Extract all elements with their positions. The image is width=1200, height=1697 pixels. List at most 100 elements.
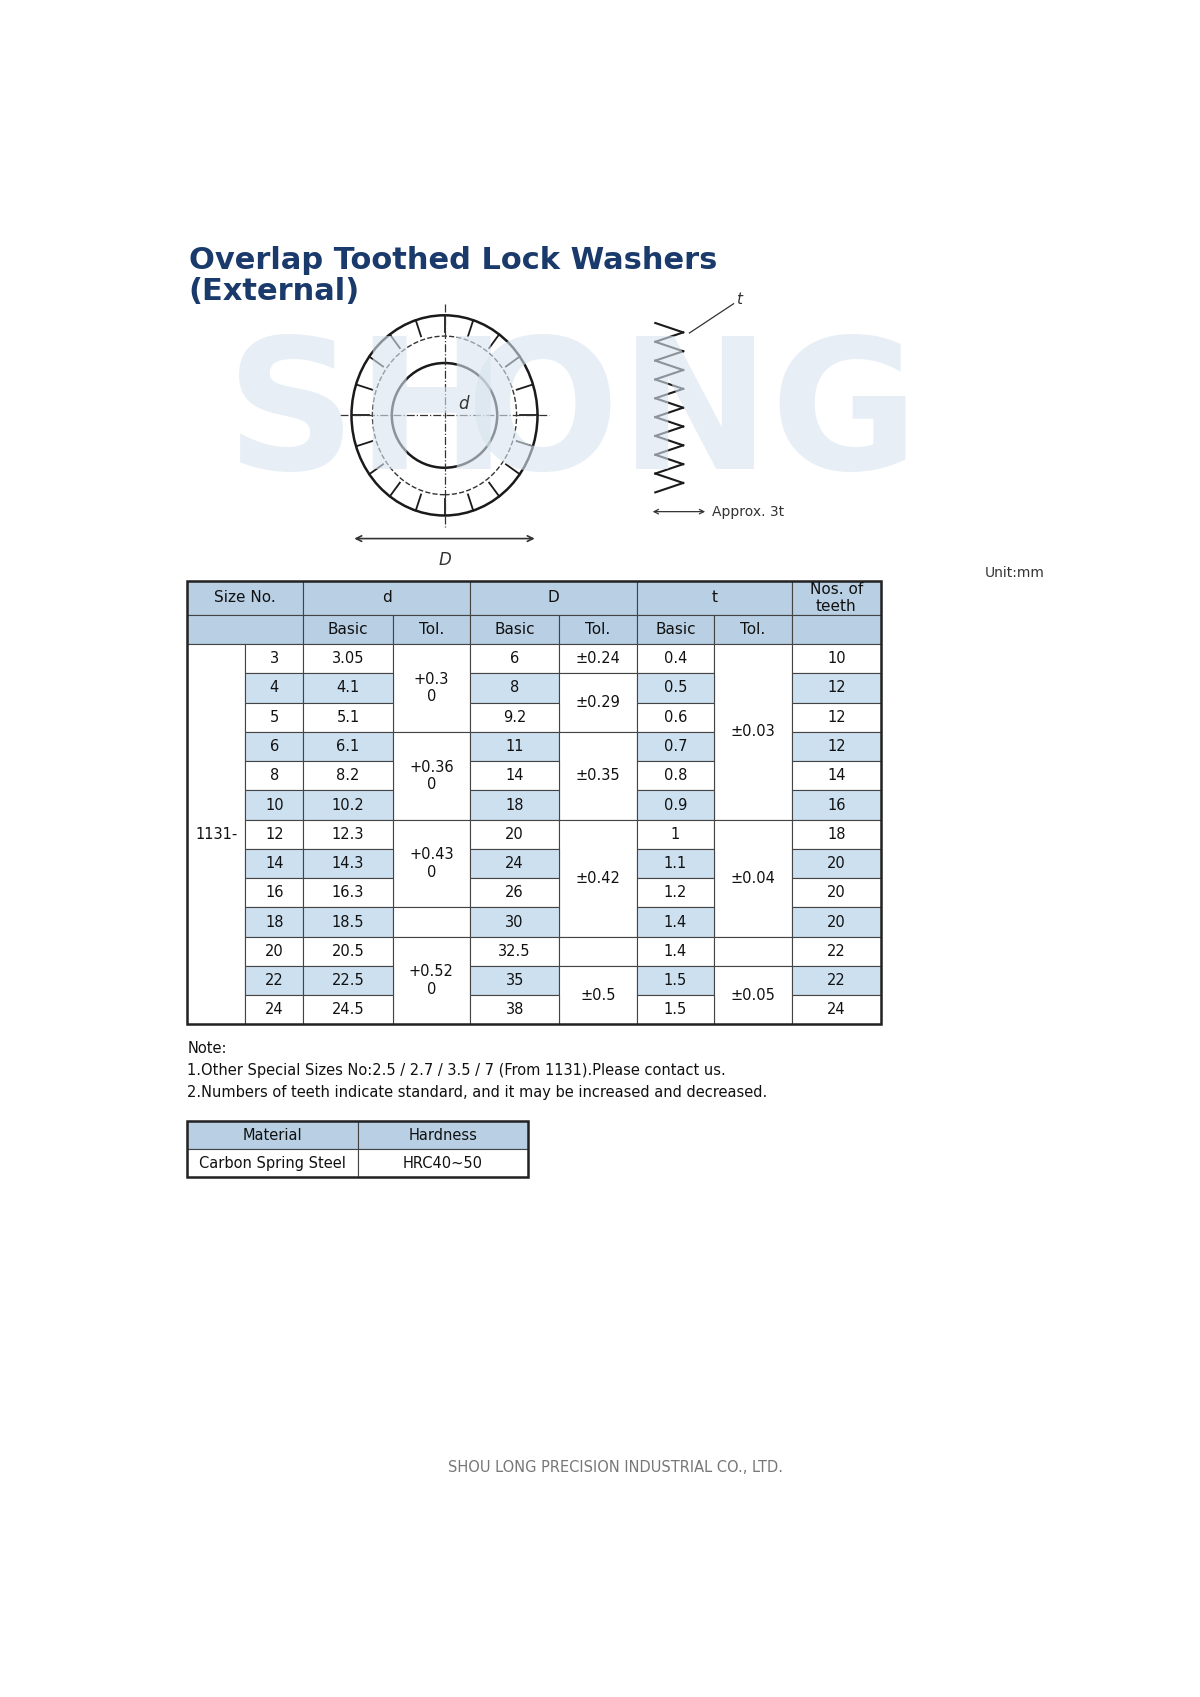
Text: 1131-: 1131- — [196, 826, 238, 842]
Bar — [470, 791, 559, 820]
Bar — [187, 645, 245, 1025]
Text: Tol.: Tol. — [586, 621, 611, 636]
Text: 18: 18 — [827, 826, 846, 842]
Text: 12: 12 — [827, 680, 846, 696]
Text: 2.Numbers of teeth indicate standard, and it may be increased and decreased.: 2.Numbers of teeth indicate standard, an… — [187, 1084, 768, 1100]
Bar — [637, 645, 714, 674]
Bar — [637, 994, 714, 1025]
Text: Nos. of
teeth: Nos. of teeth — [810, 582, 863, 614]
Bar — [304, 848, 392, 877]
Text: SHOU LONG PRECISION INDUSTRIAL CO., LTD.: SHOU LONG PRECISION INDUSTRIAL CO., LTD. — [448, 1461, 782, 1475]
Text: 1.4: 1.4 — [664, 915, 688, 930]
Bar — [792, 614, 881, 645]
Bar — [792, 848, 881, 877]
Text: t: t — [712, 591, 718, 606]
Text: 14: 14 — [827, 769, 846, 784]
Bar — [304, 877, 392, 908]
Text: Unit:mm: Unit:mm — [985, 565, 1045, 580]
Text: 30: 30 — [505, 915, 524, 930]
Bar — [637, 937, 714, 966]
Text: 0.9: 0.9 — [664, 798, 688, 813]
Text: 1: 1 — [671, 826, 680, 842]
Text: +0.43
0: +0.43 0 — [409, 847, 454, 879]
Text: 38: 38 — [505, 1003, 524, 1017]
Text: 24: 24 — [265, 1003, 283, 1017]
Bar — [470, 762, 559, 791]
Bar — [245, 966, 304, 994]
Text: ±0.35: ±0.35 — [576, 769, 620, 784]
Text: 26: 26 — [505, 886, 524, 901]
Bar — [245, 762, 304, 791]
Bar — [559, 731, 637, 820]
Bar — [792, 703, 881, 731]
Bar — [792, 645, 881, 674]
Text: 22: 22 — [827, 944, 846, 959]
Text: ±0.05: ±0.05 — [731, 988, 775, 1003]
Bar — [358, 1149, 528, 1178]
Bar — [245, 848, 304, 877]
Text: Overlap Toothed Lock Washers: Overlap Toothed Lock Washers — [188, 246, 718, 275]
Bar — [245, 877, 304, 908]
Bar — [792, 791, 881, 820]
Text: 32.5: 32.5 — [498, 944, 530, 959]
Text: 18: 18 — [265, 915, 283, 930]
Bar — [245, 820, 304, 848]
Text: d: d — [458, 395, 469, 412]
Text: 5.1: 5.1 — [336, 709, 360, 725]
Bar — [470, 674, 559, 703]
Bar — [392, 937, 470, 1025]
Bar — [637, 703, 714, 731]
Text: 14.3: 14.3 — [332, 855, 365, 871]
Bar — [714, 614, 792, 645]
Text: 0.8: 0.8 — [664, 769, 688, 784]
Bar — [392, 731, 470, 820]
Text: 24.5: 24.5 — [331, 1003, 365, 1017]
Bar — [245, 791, 304, 820]
Text: ±0.03: ±0.03 — [731, 725, 775, 740]
Bar — [637, 731, 714, 762]
Text: ±0.5: ±0.5 — [581, 988, 616, 1003]
Text: 20.5: 20.5 — [331, 944, 365, 959]
Text: D: D — [438, 552, 451, 568]
Text: Basic: Basic — [494, 621, 535, 636]
Text: t: t — [736, 292, 742, 307]
Text: 6: 6 — [270, 738, 280, 753]
Bar — [304, 580, 470, 614]
Bar — [470, 645, 559, 674]
Bar — [637, 791, 714, 820]
Text: Tol.: Tol. — [740, 621, 766, 636]
Text: 12.3: 12.3 — [331, 826, 365, 842]
Text: 16: 16 — [265, 886, 283, 901]
Text: 20: 20 — [265, 944, 283, 959]
Text: 0.5: 0.5 — [664, 680, 688, 696]
Text: ±0.42: ±0.42 — [576, 871, 620, 886]
Text: 1.1: 1.1 — [664, 855, 688, 871]
Text: 12: 12 — [827, 738, 846, 753]
Bar — [245, 674, 304, 703]
Bar — [392, 614, 470, 645]
Bar — [792, 580, 881, 614]
Bar — [714, 820, 792, 937]
Bar — [245, 645, 304, 674]
Bar — [304, 966, 392, 994]
Text: 22: 22 — [265, 972, 283, 988]
Bar — [470, 731, 559, 762]
Text: 12: 12 — [827, 709, 846, 725]
Text: Carbon Spring Steel: Carbon Spring Steel — [199, 1156, 346, 1171]
Bar — [559, 820, 637, 937]
Text: 20: 20 — [827, 855, 846, 871]
Bar — [304, 908, 392, 937]
Bar — [637, 674, 714, 703]
Text: ±0.24: ±0.24 — [576, 652, 620, 667]
Text: 24: 24 — [827, 1003, 846, 1017]
Bar — [358, 1122, 528, 1149]
Text: 24: 24 — [505, 855, 524, 871]
Text: 10: 10 — [827, 652, 846, 667]
Text: D: D — [547, 591, 559, 606]
Text: ±0.29: ±0.29 — [576, 696, 620, 709]
Text: 22.5: 22.5 — [331, 972, 365, 988]
Bar — [559, 645, 637, 674]
Text: ONG: ONG — [466, 331, 919, 507]
Text: 20: 20 — [505, 826, 524, 842]
Text: d: d — [382, 591, 391, 606]
